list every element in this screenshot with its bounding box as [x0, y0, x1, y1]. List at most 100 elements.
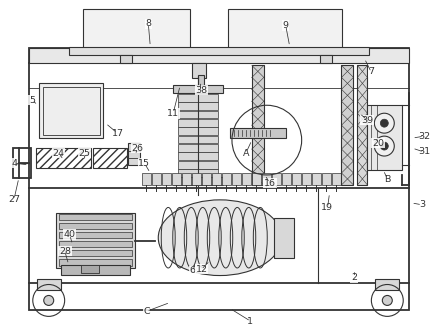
Bar	[291, 173, 301, 185]
Bar	[178, 136, 218, 144]
Bar	[172, 173, 181, 185]
Text: 24: 24	[52, 149, 64, 158]
Bar	[142, 173, 152, 185]
Bar	[128, 143, 140, 165]
Bar	[58, 241, 132, 247]
Text: 2: 2	[351, 273, 357, 282]
Bar	[81, 265, 98, 272]
Bar	[262, 173, 271, 185]
Text: 19: 19	[321, 203, 334, 212]
Bar	[13, 148, 31, 178]
Bar	[232, 173, 241, 185]
Bar	[61, 265, 130, 274]
Circle shape	[374, 113, 394, 133]
Bar	[274, 218, 294, 258]
Bar	[29, 49, 409, 63]
Bar	[36, 148, 90, 168]
Text: 17: 17	[112, 129, 124, 138]
Text: 26: 26	[132, 144, 144, 153]
Bar	[178, 102, 218, 110]
Text: 3: 3	[419, 200, 425, 209]
Bar	[222, 173, 231, 185]
Bar	[58, 214, 132, 220]
Circle shape	[374, 136, 394, 156]
Text: 31: 31	[418, 147, 431, 156]
Bar	[375, 278, 399, 290]
Bar	[56, 213, 136, 268]
Bar	[178, 144, 218, 152]
Bar	[192, 173, 201, 185]
Bar	[58, 250, 132, 256]
Bar	[82, 9, 190, 49]
Text: 11: 11	[167, 109, 179, 118]
Text: 28: 28	[59, 246, 71, 255]
Bar	[252, 65, 264, 185]
Bar	[178, 111, 218, 119]
Text: 25: 25	[79, 149, 91, 158]
Bar	[228, 9, 342, 49]
Bar	[367, 105, 402, 170]
Bar	[43, 87, 100, 135]
Bar	[178, 94, 218, 102]
Text: 9: 9	[283, 21, 288, 30]
Text: 8: 8	[146, 19, 152, 28]
Bar	[58, 259, 132, 266]
Bar	[173, 177, 223, 185]
Bar	[58, 223, 132, 229]
Bar	[120, 56, 132, 63]
Bar	[230, 128, 286, 138]
Text: 20: 20	[372, 139, 384, 148]
Text: 6: 6	[190, 266, 196, 275]
Circle shape	[381, 119, 389, 127]
Ellipse shape	[158, 200, 282, 275]
Bar	[331, 173, 341, 185]
Bar	[202, 173, 211, 185]
Bar	[29, 49, 409, 310]
Bar	[178, 119, 218, 127]
Bar	[39, 83, 104, 138]
Bar	[242, 173, 251, 185]
Bar	[302, 173, 311, 185]
Text: 38: 38	[196, 86, 208, 95]
Bar	[178, 161, 218, 168]
Bar	[192, 63, 206, 78]
Bar	[178, 169, 218, 177]
Text: 40: 40	[63, 230, 75, 239]
Bar	[212, 173, 221, 185]
Text: 27: 27	[8, 195, 20, 204]
Bar	[311, 173, 321, 185]
Bar	[322, 173, 330, 185]
Text: 39: 39	[361, 116, 373, 125]
Bar	[37, 278, 61, 290]
Text: 12: 12	[196, 265, 208, 274]
Text: B: B	[384, 174, 390, 183]
Text: 5: 5	[29, 96, 35, 105]
Circle shape	[381, 142, 389, 150]
Bar	[69, 47, 369, 56]
Text: C: C	[143, 307, 150, 316]
Bar	[342, 65, 354, 185]
Text: 15: 15	[138, 159, 150, 168]
Text: 7: 7	[369, 68, 374, 77]
Bar	[198, 75, 204, 93]
Bar	[182, 173, 191, 185]
Circle shape	[382, 295, 392, 305]
Bar	[93, 148, 128, 168]
Bar	[358, 65, 367, 185]
Text: 4: 4	[11, 159, 17, 168]
Text: 32: 32	[418, 132, 431, 141]
Text: 16: 16	[264, 178, 276, 187]
Bar	[178, 127, 218, 135]
Bar	[252, 173, 261, 185]
Text: 1: 1	[247, 317, 253, 326]
Circle shape	[44, 295, 54, 305]
Bar	[282, 173, 291, 185]
Bar	[162, 173, 171, 185]
Bar	[178, 153, 218, 160]
Text: A: A	[242, 149, 249, 158]
Bar	[272, 173, 281, 185]
Bar	[319, 56, 331, 63]
Bar	[58, 232, 132, 238]
Bar	[173, 85, 223, 93]
Bar	[152, 173, 161, 185]
